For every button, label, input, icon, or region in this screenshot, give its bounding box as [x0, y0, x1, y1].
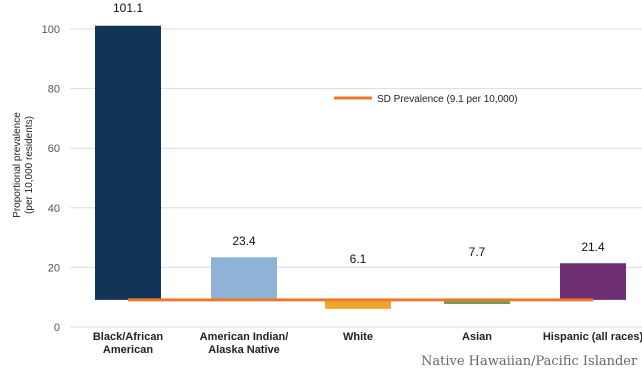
data-label: 7.7 [469, 245, 486, 259]
data-label: 23.4 [232, 234, 256, 248]
bars [95, 25, 626, 309]
data-label: 101.1 [113, 1, 143, 15]
category-label-line: Asian [462, 331, 492, 343]
y-tick-label: 80 [48, 84, 60, 96]
category-label-line: American [103, 344, 153, 356]
data-label: 6.1 [350, 252, 367, 266]
category-label: Hispanic (all races) [543, 331, 642, 343]
category-label-line: American Indian/ [200, 331, 289, 343]
category-label: Black/African American [93, 331, 164, 356]
y-axis-label-line: (per 10,000 residents) [24, 116, 35, 214]
category-label-line: Hispanic (all races) [543, 331, 642, 343]
data-labels: 101.1 23.4 6.1 7.7 21.4 [113, 1, 605, 266]
gridlines [70, 28, 642, 328]
category-label-line: Black/African [93, 331, 164, 343]
y-tick-label: 40 [48, 203, 60, 215]
bar [325, 299, 391, 309]
category-label: American Indian/Alaska Native [200, 331, 289, 356]
legend: SD Prevalence (9.1 per 10,000) [334, 94, 518, 105]
y-axis-label-line: Proportional prevalence [12, 112, 23, 218]
category-label: White [343, 331, 373, 343]
data-label: 21.4 [581, 240, 605, 254]
category-labels: Black/African American American Indian/Ala… [93, 331, 642, 356]
y-tick-label: 0 [54, 322, 60, 334]
bar [95, 25, 161, 300]
footnote: Native Hawaiian/Pacific Islander < [421, 354, 642, 369]
legend-label: SD Prevalence (9.1 per 10,000) [377, 94, 518, 105]
bar [444, 299, 510, 305]
category-label-line: White [343, 331, 373, 343]
bar [211, 257, 277, 300]
y-axis-label: Proportional prevalence(per 10,000 resid… [12, 112, 35, 218]
y-tick-label: 20 [48, 262, 60, 274]
category-label-line: Alaska Native [208, 344, 280, 356]
y-tick-label: 100 [42, 24, 60, 36]
y-tick-labels: 0 20 40 60 80 100 [42, 24, 60, 334]
y-tick-label: 60 [48, 143, 60, 155]
category-label: Asian [462, 331, 492, 343]
bar [560, 263, 626, 300]
